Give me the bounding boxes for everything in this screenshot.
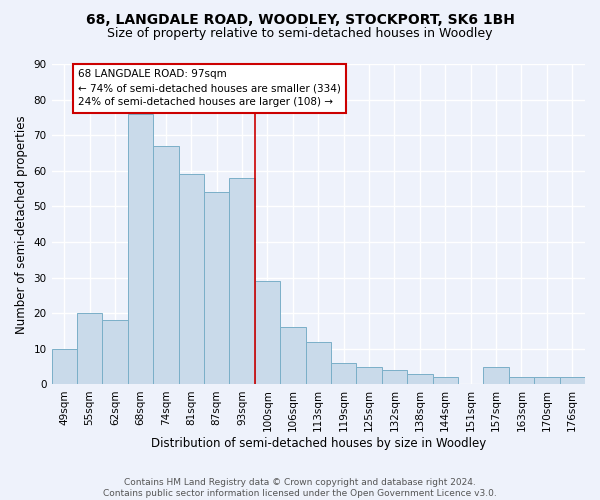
Bar <box>153 146 179 384</box>
Bar <box>103 320 128 384</box>
Bar <box>509 378 534 384</box>
Bar <box>280 328 305 384</box>
Text: 68, LANGDALE ROAD, WOODLEY, STOCKPORT, SK6 1BH: 68, LANGDALE ROAD, WOODLEY, STOCKPORT, S… <box>86 12 514 26</box>
Bar <box>382 370 407 384</box>
Bar <box>305 342 331 384</box>
Bar <box>128 114 153 384</box>
Bar <box>484 366 509 384</box>
Bar <box>356 366 382 384</box>
Text: 68 LANGDALE ROAD: 97sqm
← 74% of semi-detached houses are smaller (334)
24% of s: 68 LANGDALE ROAD: 97sqm ← 74% of semi-de… <box>78 70 341 108</box>
Y-axis label: Number of semi-detached properties: Number of semi-detached properties <box>15 115 28 334</box>
Text: Contains HM Land Registry data © Crown copyright and database right 2024.
Contai: Contains HM Land Registry data © Crown c… <box>103 478 497 498</box>
Bar <box>407 374 433 384</box>
Bar <box>433 378 458 384</box>
Bar <box>204 192 229 384</box>
Bar <box>179 174 204 384</box>
Bar <box>52 349 77 384</box>
Bar <box>560 378 585 384</box>
Bar <box>255 281 280 384</box>
Text: Size of property relative to semi-detached houses in Woodley: Size of property relative to semi-detach… <box>107 28 493 40</box>
Bar <box>77 313 103 384</box>
X-axis label: Distribution of semi-detached houses by size in Woodley: Distribution of semi-detached houses by … <box>151 437 486 450</box>
Bar <box>534 378 560 384</box>
Bar <box>331 363 356 384</box>
Bar <box>229 178 255 384</box>
